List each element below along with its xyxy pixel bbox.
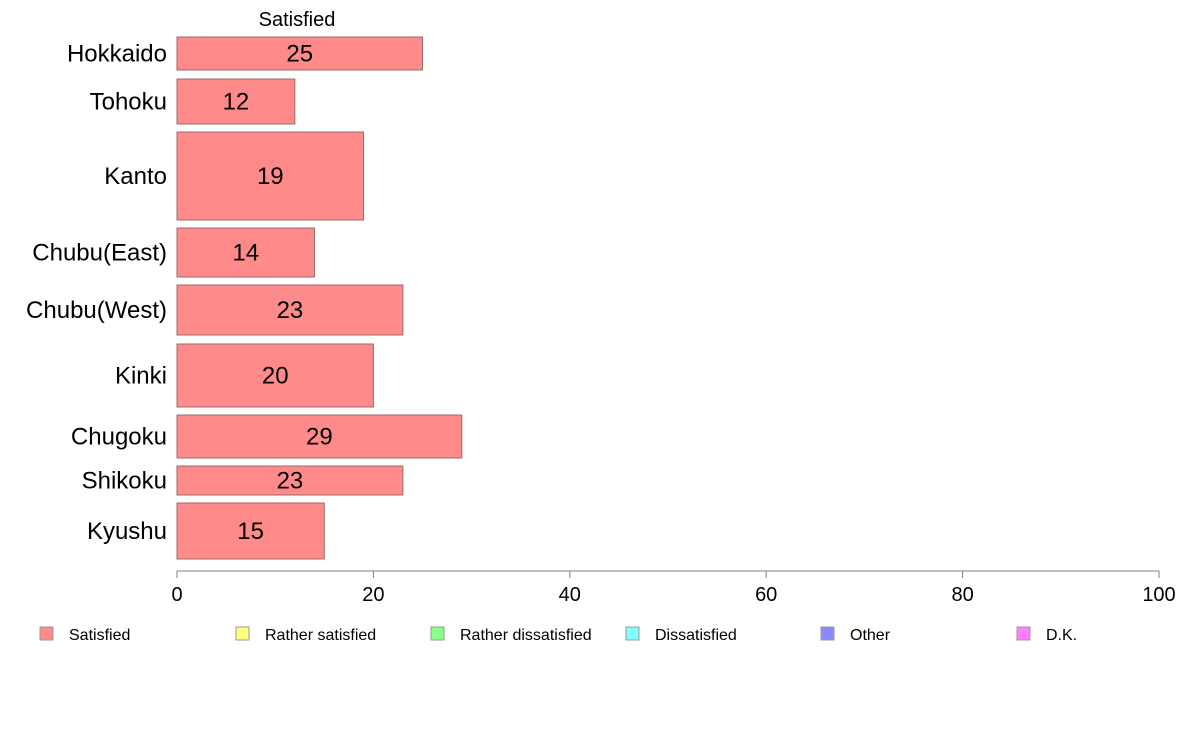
bar-segment bbox=[176, 227, 315, 278]
legend-label: Rather satisfied bbox=[265, 627, 376, 644]
x-tick-label: 100 bbox=[1142, 584, 1175, 606]
x-tick-label: 0 bbox=[171, 584, 182, 606]
category-label: Kyushu bbox=[87, 518, 167, 545]
legend-swatch bbox=[1016, 626, 1031, 641]
bar-segment bbox=[176, 284, 404, 336]
x-tick-label: 80 bbox=[951, 584, 973, 606]
category-label: Chugoku bbox=[71, 424, 167, 451]
bar-segment bbox=[176, 78, 296, 125]
legend-swatch bbox=[39, 626, 54, 641]
bar-value-label: 15 bbox=[237, 518, 264, 545]
category-label: Shikoku bbox=[82, 468, 167, 495]
legend-label: Dissatisfied bbox=[655, 627, 737, 644]
category-label: Tohoku bbox=[90, 89, 167, 116]
category-label: Hokkaido bbox=[67, 41, 167, 68]
bar-segment bbox=[176, 465, 404, 496]
category-label: Chubu(West) bbox=[26, 297, 167, 324]
legend-label: Rather dissatisfied bbox=[460, 627, 592, 644]
category-label: Chubu(East) bbox=[32, 240, 167, 267]
bar-segment bbox=[176, 502, 325, 560]
legend-label: Other bbox=[850, 627, 891, 644]
bar-value-label: 12 bbox=[223, 89, 250, 116]
bar-value-label: 19 bbox=[257, 163, 284, 190]
bar-value-label: 20 bbox=[262, 363, 289, 390]
category-label: Kanto bbox=[104, 163, 167, 190]
bar-value-label: 23 bbox=[277, 297, 304, 324]
bar-value-label: 23 bbox=[277, 468, 304, 495]
bar-segment bbox=[176, 36, 423, 71]
bar-value-label: 25 bbox=[286, 41, 313, 68]
legend-swatch bbox=[235, 626, 250, 641]
category-label: Kinki bbox=[115, 363, 167, 390]
x-tick-label: 20 bbox=[362, 584, 384, 606]
legend-label: D.K. bbox=[1046, 627, 1077, 644]
bar-value-label: 29 bbox=[306, 424, 333, 451]
column-header-label: Satisfied bbox=[259, 9, 336, 31]
legend-swatch bbox=[430, 626, 445, 641]
x-tick-label: 60 bbox=[755, 584, 777, 606]
legend-label: Satisfied bbox=[69, 627, 130, 644]
bar-segment bbox=[176, 343, 374, 408]
x-tick-label: 40 bbox=[559, 584, 581, 606]
bar-segment bbox=[176, 414, 463, 459]
legend-swatch bbox=[820, 626, 835, 641]
bar-value-label: 14 bbox=[232, 240, 259, 267]
legend-swatch bbox=[625, 626, 640, 641]
bar-segment bbox=[176, 131, 365, 221]
